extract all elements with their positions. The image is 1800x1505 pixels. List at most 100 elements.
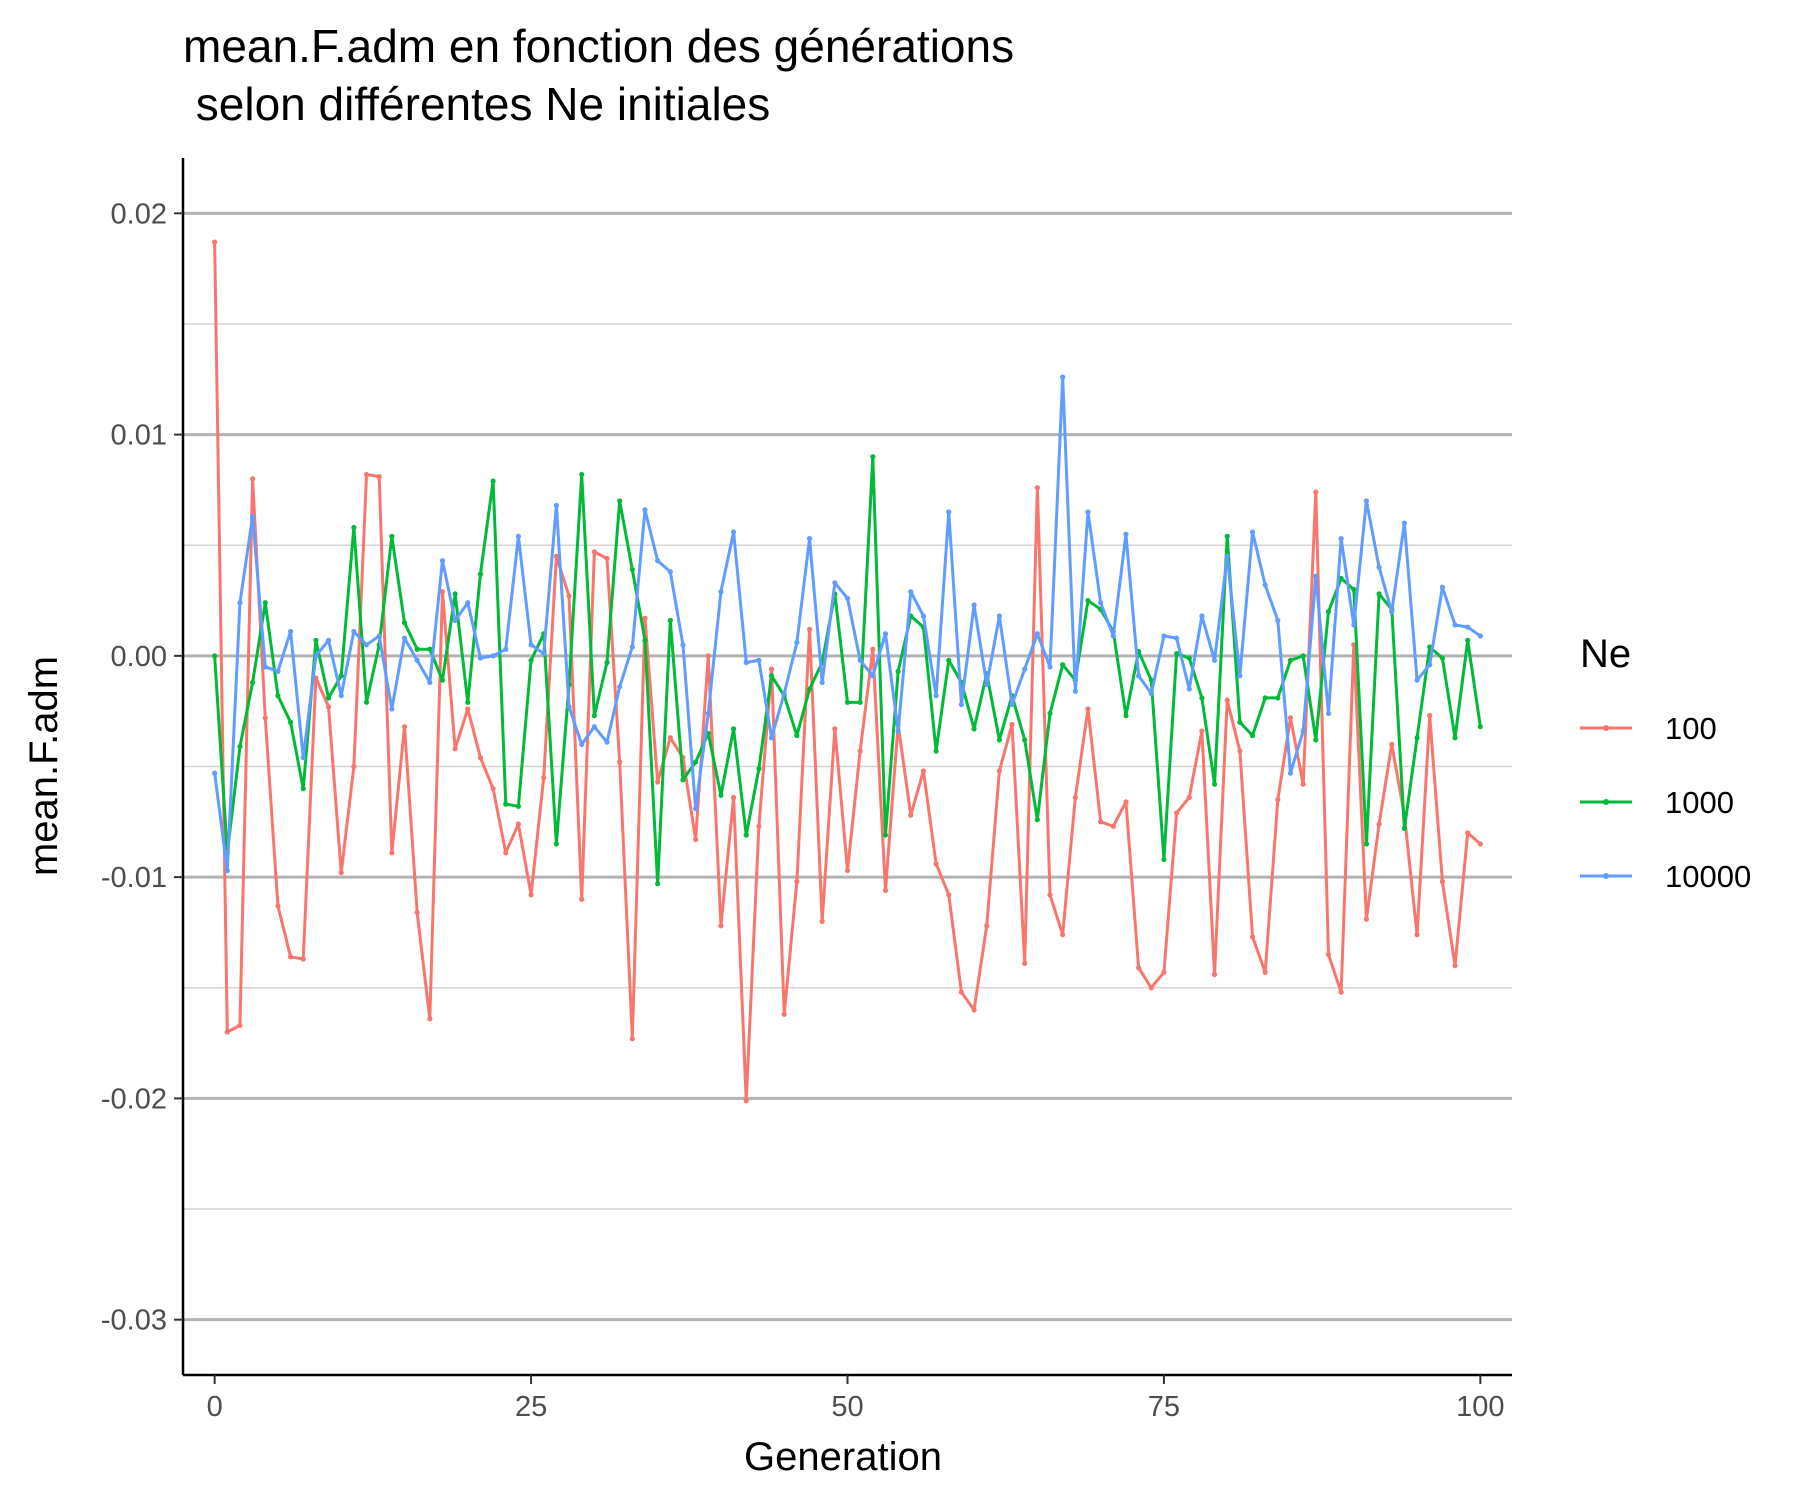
data-point xyxy=(224,867,230,874)
data-point xyxy=(1173,810,1180,816)
data-point xyxy=(882,631,889,637)
data-point xyxy=(1338,989,1344,995)
x-tick-label: 0 xyxy=(207,1391,223,1423)
data-point xyxy=(1224,553,1230,559)
data-point xyxy=(1072,688,1078,694)
data-point xyxy=(1275,797,1281,803)
data-point xyxy=(984,682,990,688)
data-point xyxy=(1173,651,1180,657)
data-point xyxy=(1047,664,1053,670)
data-point xyxy=(1047,710,1053,716)
data-point xyxy=(1439,655,1445,661)
data-point xyxy=(1186,686,1192,692)
data-point xyxy=(401,724,408,730)
data-point xyxy=(870,454,876,460)
data-point xyxy=(655,881,661,887)
data-point xyxy=(313,637,319,643)
data-point xyxy=(325,637,332,643)
data-point xyxy=(1452,622,1458,628)
data-point xyxy=(794,732,800,739)
series-layer xyxy=(212,239,1483,1104)
data-point xyxy=(351,524,357,531)
data-point xyxy=(275,668,281,674)
data-point xyxy=(705,710,711,716)
data-point xyxy=(503,646,509,652)
data-point xyxy=(1173,635,1180,641)
data-point xyxy=(515,821,522,827)
data-point xyxy=(262,600,268,606)
data-point xyxy=(401,620,408,626)
data-point xyxy=(756,823,762,829)
data-point xyxy=(465,600,471,606)
data-point xyxy=(1427,713,1433,719)
data-point xyxy=(477,571,484,577)
data-point xyxy=(1098,819,1104,825)
data-point xyxy=(439,558,446,564)
data-point xyxy=(882,887,889,894)
data-point xyxy=(1249,732,1256,739)
data-point xyxy=(1123,713,1129,719)
data-point xyxy=(262,664,268,670)
data-point xyxy=(629,644,635,650)
data-point xyxy=(604,555,610,562)
y-tick-label: -0.01 xyxy=(101,862,167,894)
data-point xyxy=(1110,823,1116,829)
data-point xyxy=(1376,564,1382,570)
data-point xyxy=(1313,489,1319,495)
data-point xyxy=(1401,520,1408,526)
data-point xyxy=(1060,662,1066,668)
data-point xyxy=(832,726,838,732)
data-point xyxy=(579,896,585,902)
data-point xyxy=(984,923,990,929)
data-point xyxy=(1085,509,1091,515)
data-point xyxy=(237,1022,243,1028)
x-tick-label: 75 xyxy=(1148,1391,1180,1423)
legend-item-10000: 10000 xyxy=(1580,859,1751,894)
data-point xyxy=(503,801,509,807)
data-point xyxy=(300,786,306,792)
data-point xyxy=(1085,597,1091,604)
data-point xyxy=(1363,916,1370,922)
data-point xyxy=(667,617,673,624)
data-point xyxy=(1186,794,1192,801)
data-point xyxy=(528,642,534,648)
data-point xyxy=(617,759,623,765)
data-point xyxy=(693,759,699,765)
data-point xyxy=(730,726,737,732)
data-point xyxy=(1237,673,1243,679)
data-point xyxy=(1123,799,1129,805)
data-point xyxy=(338,673,344,679)
data-point xyxy=(1249,934,1256,940)
data-point xyxy=(1072,794,1078,801)
y-tick-label: 0.02 xyxy=(111,198,167,230)
data-point xyxy=(819,679,825,686)
data-point xyxy=(1300,781,1306,787)
data-point xyxy=(604,739,610,745)
data-point xyxy=(579,741,585,747)
data-point xyxy=(730,794,737,801)
data-point xyxy=(857,657,863,663)
data-point xyxy=(806,686,813,692)
data-point xyxy=(477,755,484,761)
x-tick-label: 25 xyxy=(515,1391,547,1423)
data-point xyxy=(528,892,534,898)
data-point xyxy=(515,533,522,539)
data-point xyxy=(996,768,1002,774)
data-point xyxy=(541,651,547,657)
data-point xyxy=(908,589,914,595)
data-point xyxy=(756,766,762,772)
data-point xyxy=(870,673,876,679)
data-point xyxy=(642,637,648,643)
data-point xyxy=(832,580,838,586)
data-point xyxy=(237,600,243,606)
data-point xyxy=(946,892,952,898)
data-point xyxy=(996,737,1002,743)
data-point xyxy=(452,617,458,624)
data-point xyxy=(958,701,965,708)
data-point xyxy=(553,553,559,559)
data-point xyxy=(667,569,673,575)
data-point xyxy=(756,657,762,663)
